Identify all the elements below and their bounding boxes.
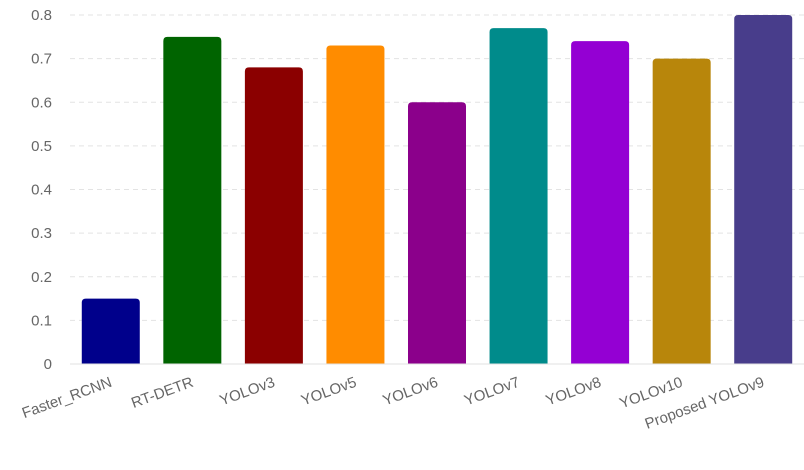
x-axis-tick-labels: Faster_RCNN RT-DETR YOLOv3 YOLOv5 YOLOv6 YOLO… <box>20 374 767 433</box>
x-tick-label: YOLOv6 <box>380 374 440 410</box>
y-tick-label: 0 <box>44 356 52 373</box>
bar-yolov6 <box>408 102 466 364</box>
y-tick-label: 0.8 <box>31 7 52 24</box>
y-tick-label: 0.4 <box>31 182 52 199</box>
x-tick-label: YOLOv7 <box>462 374 522 410</box>
y-tick-label: 0.5 <box>31 138 52 155</box>
x-tick-label: YOLOv5 <box>299 374 359 410</box>
bar-yolov10 <box>653 59 711 364</box>
bar-yolov8 <box>571 41 629 364</box>
bars <box>82 15 792 364</box>
y-tick-label: 0.2 <box>31 269 52 286</box>
x-tick-label: YOLOv8 <box>544 374 604 410</box>
bar-faster-rcnn <box>82 299 140 364</box>
bar-yolov3 <box>245 67 303 364</box>
bar-proposed-yolov9 <box>734 15 792 364</box>
y-tick-label: 0.7 <box>31 51 52 68</box>
bar-rt-detr <box>163 37 221 364</box>
y-tick-label: 0.1 <box>31 312 52 329</box>
bar-yolov5 <box>326 46 384 364</box>
y-axis-tick-labels: 0 0.1 0.2 0.3 0.4 0.5 0.6 0.7 0.8 <box>31 7 52 373</box>
bar-yolov7 <box>490 28 548 364</box>
y-tick-label: 0.6 <box>31 94 52 111</box>
x-tick-label: RT-DETR <box>129 374 196 412</box>
x-tick-label: YOLOv3 <box>217 374 277 410</box>
x-tick-label: Faster_RCNN <box>20 374 114 422</box>
y-tick-label: 0.3 <box>31 225 52 242</box>
